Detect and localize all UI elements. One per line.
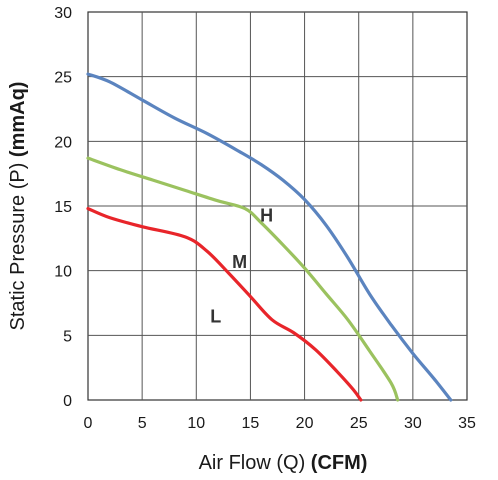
series-labels: H M L [210,206,273,327]
x-tick-label: 15 [242,415,260,432]
y-tick-label: 5 [63,328,72,345]
y-tick-label: 25 [54,70,72,87]
x-tick-label: 5 [138,415,147,432]
series-line-L [86,206,363,402]
x-tick-label: 20 [296,415,314,432]
x-tick-label: 30 [404,415,422,432]
series-lines [86,72,453,402]
x-tick-label: 0 [84,415,93,432]
x-tick-labels: 0 5 10 15 20 25 30 35 [84,415,476,432]
x-axis-title-text: Air Flow (Q) [199,452,306,474]
y-tick-label: 30 [54,5,72,22]
y-axis-unit: (mmAq) [7,82,29,158]
y-tick-label: 20 [54,134,72,151]
x-axis-title: Air Flow (Q) (CFM) [199,452,368,474]
x-axis-unit: (CFM) [311,452,368,474]
series-line-H [86,72,453,402]
y-axis-title-text: Static Pressure (P) [7,163,29,331]
series-label-H: H [260,206,273,226]
series-label-L: L [210,306,221,326]
series-line-M [86,156,400,402]
y-tick-label: 10 [54,264,72,281]
x-tick-label: 25 [350,415,368,432]
y-tick-labels: 0 5 10 15 20 25 30 [54,5,72,410]
y-tick-label: 0 [63,393,72,410]
x-tick-label: 10 [187,415,205,432]
series-label-M: M [232,252,247,272]
x-tick-label: 35 [458,415,476,432]
y-tick-label: 15 [54,199,72,216]
grid-lines [88,12,467,400]
y-axis-title: Static Pressure (P) (mmAq) [7,82,29,331]
